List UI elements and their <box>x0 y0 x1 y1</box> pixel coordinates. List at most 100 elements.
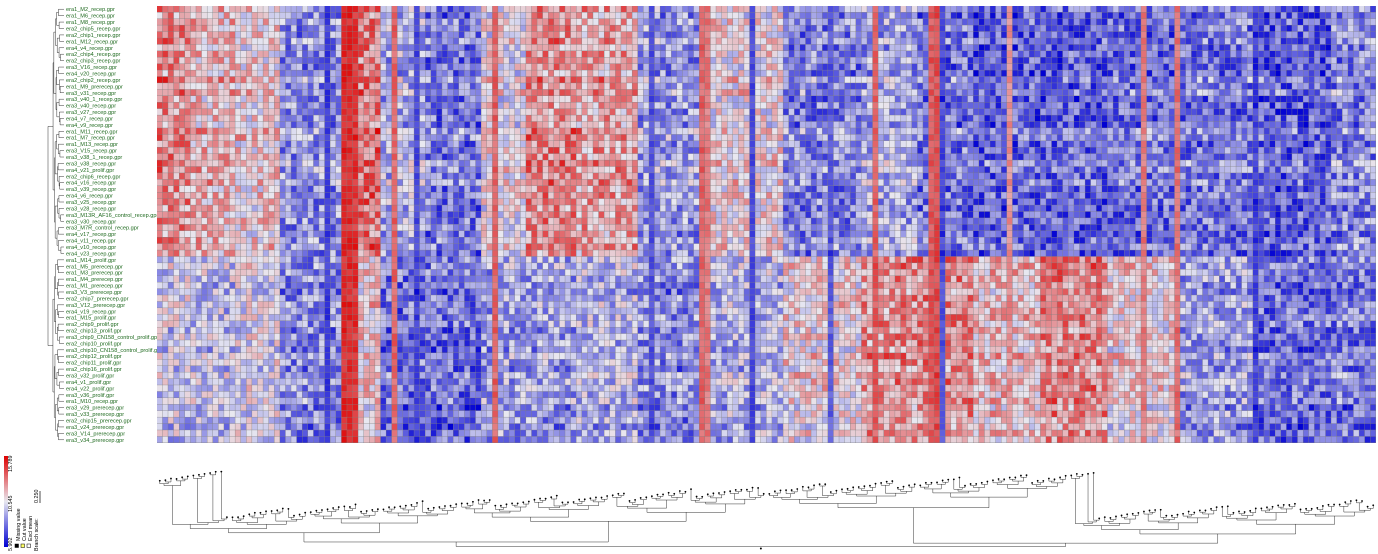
heatmap-cell <box>1320 63 1326 70</box>
heatmap-cell <box>1185 95 1192 103</box>
heatmap-cell <box>319 38 325 45</box>
heatmap-cell <box>593 63 599 70</box>
heatmap-cell <box>235 128 241 135</box>
heatmap-cell <box>229 12 235 19</box>
heatmap-cell <box>576 38 582 45</box>
heatmap-cell <box>1141 102 1147 109</box>
heatmap-cell <box>693 128 700 135</box>
heatmap-cell <box>1001 70 1007 77</box>
heatmap-cell <box>1230 102 1236 109</box>
heatmap-cell <box>1057 6 1063 13</box>
heatmap-cell <box>431 102 437 109</box>
heatmap-cell <box>704 18 711 25</box>
heatmap-cell <box>1124 134 1130 141</box>
heatmap-cell <box>503 70 509 77</box>
heatmap-cell <box>1090 25 1097 32</box>
heatmap-cell <box>794 140 800 148</box>
heatmap-cell <box>755 76 761 83</box>
heatmap-cell <box>643 18 649 25</box>
heatmap-cell <box>934 83 940 90</box>
heatmap-cell <box>1320 70 1326 77</box>
heatmap-cell <box>447 50 454 58</box>
heatmap-cell <box>923 38 929 45</box>
heatmap-cell <box>442 18 448 25</box>
heatmap-cell <box>1219 70 1225 77</box>
heatmap-cell <box>1297 115 1303 122</box>
heatmap-cell <box>749 63 755 70</box>
heatmap-cell <box>257 38 263 45</box>
heatmap-cell <box>928 18 934 25</box>
heatmap-cell <box>498 57 504 64</box>
heatmap-cell <box>554 95 560 103</box>
heatmap-cell <box>442 95 448 103</box>
heatmap-cell <box>883 95 890 103</box>
heatmap-cell <box>246 83 252 90</box>
heatmap-cell <box>503 76 509 83</box>
heatmap-cell <box>978 102 985 109</box>
heatmap-cell <box>1236 89 1242 96</box>
heatmap-cell <box>162 83 168 90</box>
heatmap-cell <box>777 134 783 141</box>
heatmap-cell <box>738 63 744 70</box>
heatmap-cell <box>783 31 789 38</box>
heatmap-cell <box>822 140 828 148</box>
heatmap-cell <box>358 44 364 51</box>
heatmap-cell <box>201 89 207 96</box>
heatmap-cell <box>872 115 878 122</box>
heatmap-cell <box>330 95 336 103</box>
heatmap-cell <box>1342 102 1348 109</box>
heatmap-cell <box>1213 102 1220 109</box>
heatmap-cell <box>984 89 990 96</box>
heatmap-cell <box>514 121 521 128</box>
heatmap-cell <box>1152 95 1158 103</box>
heatmap-cell <box>744 25 750 32</box>
heatmap-cell <box>1118 108 1125 115</box>
heatmap-cell <box>1068 128 1074 135</box>
heatmap-cell <box>671 44 677 51</box>
heatmap-cell <box>911 115 918 122</box>
heatmap-cell <box>285 76 291 83</box>
heatmap-cell <box>1146 44 1152 51</box>
heatmap-cell <box>1241 89 1248 96</box>
heatmap-cell <box>1029 50 1035 58</box>
heatmap-cell <box>951 12 957 19</box>
heatmap-cell <box>956 6 962 13</box>
heatmap-cell <box>330 12 336 19</box>
heatmap-cell <box>1129 76 1136 83</box>
heatmap-cell <box>777 121 783 128</box>
heatmap-cell <box>548 89 554 96</box>
heatmap-cell <box>419 44 426 51</box>
heatmap-cell <box>1219 25 1225 32</box>
heatmap-cell <box>391 115 398 122</box>
heatmap-cell <box>492 18 498 25</box>
heatmap-cell <box>654 128 660 135</box>
heatmap-cell <box>442 115 448 122</box>
heatmap-cell <box>229 38 235 45</box>
heatmap-cell <box>800 134 806 141</box>
heatmap-cell <box>1023 128 1029 135</box>
heatmap-cell <box>833 57 839 64</box>
heatmap-cell <box>609 102 616 109</box>
heatmap-cell <box>1197 12 1203 19</box>
heatmap-cell <box>190 6 196 13</box>
heatmap-cell <box>291 38 297 45</box>
heatmap-cell <box>643 44 649 51</box>
heatmap-cell <box>240 18 247 25</box>
heatmap-cell <box>565 102 571 109</box>
heatmap-cell <box>1152 121 1158 128</box>
heatmap-cell <box>1325 121 1331 128</box>
heatmap-cell <box>492 102 498 109</box>
heatmap-cell <box>665 134 672 141</box>
heatmap-cell <box>1096 63 1102 70</box>
heatmap-cell <box>660 121 666 128</box>
heatmap-cell <box>1308 134 1315 141</box>
heatmap-cell <box>710 57 716 64</box>
heatmap-cell <box>1364 38 1371 45</box>
heatmap-cell <box>257 50 263 58</box>
heatmap-cell <box>330 115 336 122</box>
heatmap-cell <box>1197 83 1203 90</box>
heatmap-cell <box>917 89 923 96</box>
heatmap-cell <box>828 121 834 128</box>
heatmap-cell <box>1241 63 1248 70</box>
heatmap-cell <box>1308 121 1315 128</box>
